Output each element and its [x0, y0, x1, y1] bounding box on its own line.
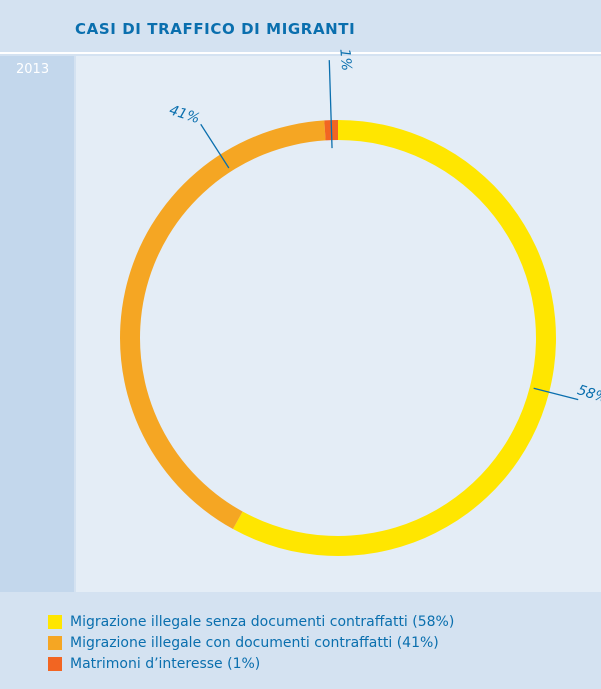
year-strip: [0, 56, 74, 592]
plot-area: [76, 56, 601, 592]
legend-item: Matrimoni d’interesse (1%): [48, 653, 454, 674]
data-label: 58%: [575, 382, 601, 407]
donut-slice: [120, 120, 326, 530]
data-label: 41%: [167, 102, 202, 127]
legend-label: Matrimoni d’interesse (1%): [70, 655, 261, 672]
leader-line: [200, 123, 230, 169]
chart-title: CASI DI TRAFFICO DI MIGRANTI: [75, 20, 356, 38]
title-divider: [0, 52, 601, 54]
donut-labels: 58% 41% 1%: [167, 48, 601, 407]
legend-item: Migrazione illegale senza documenti cont…: [48, 611, 454, 632]
legend-label: Migrazione illegale senza documenti cont…: [70, 613, 455, 630]
legend-swatch: [48, 656, 62, 671]
data-label: 1%: [336, 48, 354, 72]
legend-swatch: [48, 614, 62, 629]
donut-slice: [232, 120, 557, 556]
leader-line: [533, 387, 579, 401]
donut-slices: [120, 120, 557, 556]
legend-swatch: [48, 635, 62, 650]
year-label: 2013: [16, 62, 50, 77]
legend-label: Migrazione illegale con documenti contra…: [70, 634, 439, 651]
legend: Migrazione illegale senza documenti cont…: [48, 611, 454, 674]
legend-item: Migrazione illegale con documenti contra…: [48, 632, 454, 653]
leader-line: [328, 60, 333, 149]
